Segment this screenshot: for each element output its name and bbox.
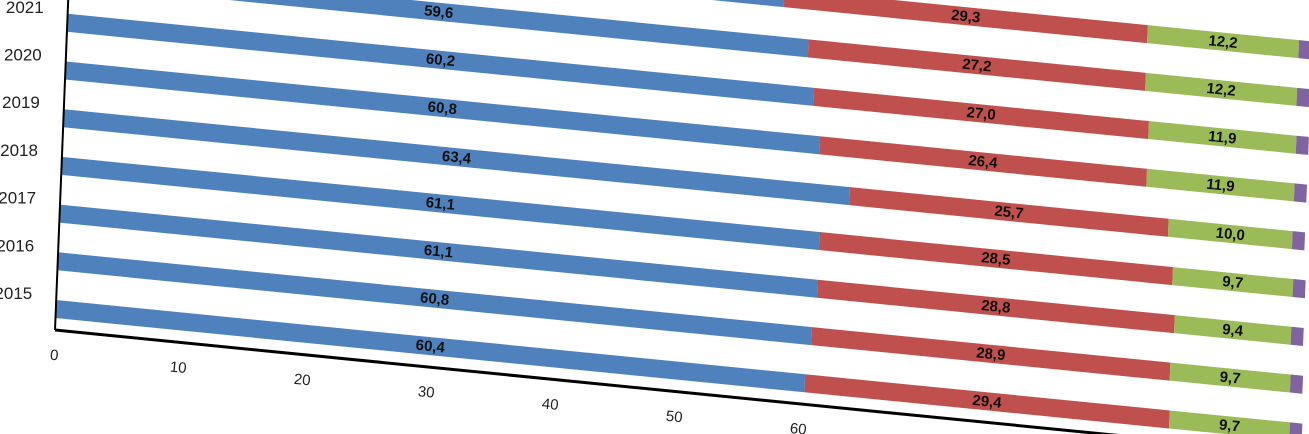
bar-segment-series-3 bbox=[1167, 218, 1293, 250]
category-label: 2020 bbox=[4, 46, 42, 65]
bar-segment-series-4 bbox=[1293, 183, 1307, 203]
x-tick-label: 60 bbox=[789, 420, 807, 434]
bar-segment-series-2 bbox=[811, 327, 1171, 381]
category-label: 2021 bbox=[6, 0, 44, 17]
data-label-series-1: 60,8 bbox=[427, 98, 458, 118]
data-label-series-2: 27,2 bbox=[961, 56, 992, 76]
y-axis-line bbox=[54, 0, 70, 331]
bar-segment-series-4 bbox=[1292, 279, 1306, 299]
bar-segment-series-4 bbox=[1290, 326, 1304, 346]
bar-segment-series-1 bbox=[55, 300, 806, 393]
category-label: 2019 bbox=[2, 93, 40, 112]
category-label: 2016 bbox=[0, 236, 34, 255]
bar-segment-series-2 bbox=[816, 279, 1175, 334]
x-tick-label: 70 bbox=[913, 432, 931, 434]
bar-segment-series-2 bbox=[813, 87, 1149, 140]
bar-segment-series-1 bbox=[63, 109, 850, 206]
bar-segment-series-1 bbox=[711, 0, 785, 8]
bar-segment-series-3 bbox=[1146, 168, 1295, 202]
data-label-series-1: 60,8 bbox=[419, 289, 450, 309]
bar-segment-series-1 bbox=[65, 61, 820, 155]
data-label-series-2: 26,4 bbox=[968, 152, 999, 172]
data-label-series-1: 60,2 bbox=[425, 50, 456, 70]
data-label-series-3: 9,7 bbox=[1219, 369, 1241, 388]
bar-segment-series-3 bbox=[1145, 72, 1298, 106]
category-label: 2015 bbox=[0, 284, 32, 303]
data-label-series-1: 63,4 bbox=[441, 148, 472, 168]
data-label-series-3: 9,7 bbox=[1218, 416, 1240, 434]
bar-segment-series-1 bbox=[59, 204, 818, 298]
data-label-series-3: 10,0 bbox=[1215, 225, 1246, 245]
data-label-series-3: 9,4 bbox=[1221, 321, 1244, 340]
data-label-series-2: 28,9 bbox=[975, 344, 1006, 364]
bar-segment-series-4 bbox=[1296, 87, 1309, 108]
bar-segment-series-3 bbox=[1148, 121, 1297, 154]
data-label-series-3: 12,2 bbox=[1206, 80, 1237, 100]
bar-segment-series-4 bbox=[1291, 231, 1306, 251]
data-label-series-3: 11,9 bbox=[1205, 176, 1235, 196]
bar-segment-series-1 bbox=[229, 0, 809, 58]
bar-segment-series-3 bbox=[1169, 362, 1291, 393]
category-label: 2017 bbox=[0, 189, 36, 208]
data-label-series-2: 29,4 bbox=[972, 392, 1003, 412]
data-label-series-1: 60,4 bbox=[415, 337, 446, 357]
data-label-series-2: 28,5 bbox=[980, 249, 1011, 269]
data-label-series-1: 59,6 bbox=[423, 2, 454, 22]
bar-segment-series-4 bbox=[1295, 135, 1309, 155]
bar-segment-series-2 bbox=[783, 0, 1148, 44]
data-label-series-3: 11,9 bbox=[1207, 128, 1237, 148]
x-tick-label: 0 bbox=[49, 347, 59, 365]
x-tick-label: 40 bbox=[541, 395, 559, 414]
category-label: 2018 bbox=[0, 141, 38, 160]
bar-segment-series-4 bbox=[1298, 40, 1309, 60]
x-axis-line bbox=[54, 328, 1119, 434]
bar-segment-series-3 bbox=[1172, 267, 1294, 298]
bar-segment-series-1 bbox=[61, 156, 820, 251]
data-label-series-2: 27,0 bbox=[966, 104, 997, 124]
bar-segment-series-3 bbox=[1174, 315, 1292, 345]
bar-segment-series-3 bbox=[1147, 25, 1300, 59]
bar-segment-series-2 bbox=[818, 232, 1173, 286]
data-label-series-1: 61,1 bbox=[423, 242, 454, 262]
x-tick-label: 30 bbox=[417, 383, 435, 402]
bar-segment-series-2 bbox=[807, 39, 1146, 91]
data-label-series-2: 28,8 bbox=[980, 297, 1011, 317]
bar-segment-series-1 bbox=[66, 13, 815, 106]
bar-segment-series-2 bbox=[804, 374, 1170, 429]
bar-segment-series-2 bbox=[849, 187, 1169, 237]
x-tick-label: 50 bbox=[665, 408, 683, 427]
bar-segment-series-1 bbox=[57, 252, 813, 346]
data-label-series-2: 25,7 bbox=[994, 203, 1025, 223]
x-tick-label: 10 bbox=[169, 359, 187, 378]
bar-segment-series-2 bbox=[818, 136, 1148, 187]
data-label-series-3: 9,7 bbox=[1221, 273, 1243, 292]
x-tick-label: 20 bbox=[293, 371, 311, 390]
data-label-series-3: 12,2 bbox=[1208, 32, 1239, 52]
data-label-series-1: 61,1 bbox=[425, 194, 456, 214]
value-labels-layer: 29,3 12,2 59,6 27,2 12,2 60,2 27,0 11,9 60,8 26,4… bbox=[415, 2, 1246, 434]
bars-layer bbox=[55, 0, 1309, 434]
bar-segment-series-4 bbox=[1289, 422, 1303, 434]
bar-segment-series-4 bbox=[1289, 374, 1304, 394]
data-label-series-2: 29,3 bbox=[950, 7, 981, 27]
bar-segment-series-3 bbox=[1169, 410, 1290, 434]
